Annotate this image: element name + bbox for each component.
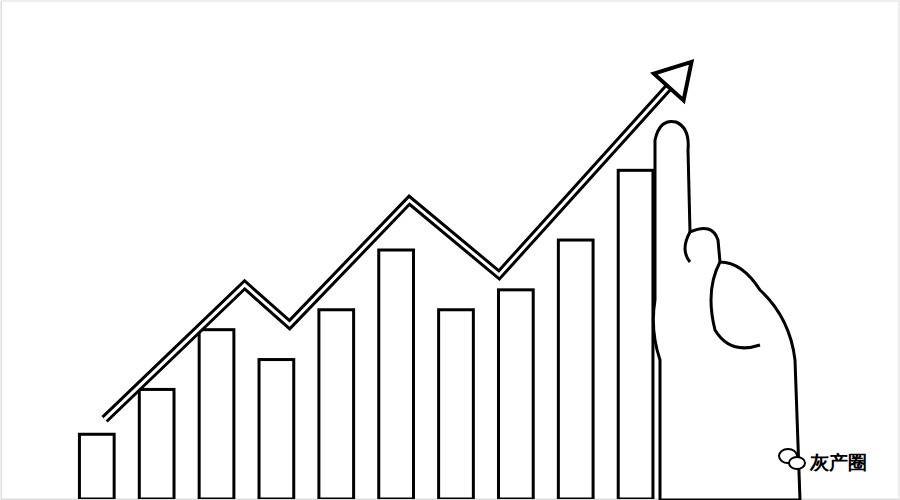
bar: [79, 434, 114, 499]
bar: [558, 240, 593, 499]
watermark: 灰产圈: [779, 449, 867, 473]
line: [105, 71, 684, 420]
bar-series: [79, 170, 653, 499]
y-axis: [1, 2, 2, 500]
bar: [498, 290, 533, 499]
bar: [379, 250, 414, 499]
bar: [139, 389, 174, 499]
trend-line: [105, 62, 692, 420]
bar: [199, 330, 234, 499]
bar: [618, 170, 653, 499]
marks: [79, 62, 691, 499]
chart: 灰产圈: [0, 0, 900, 500]
bar: [439, 310, 474, 499]
bar: [259, 360, 294, 499]
axis-line: [1, 2, 2, 500]
watermark-text: 灰产圈: [809, 451, 867, 473]
arrow-head: [654, 62, 692, 101]
hand-detail: [685, 232, 760, 348]
plot-area: [1, 1, 900, 500]
line-highlight: [105, 71, 684, 420]
plot-frame: [1, 1, 899, 499]
wechat-icon: [789, 457, 805, 469]
hand: [653, 121, 800, 500]
hand-illustration: [653, 121, 800, 500]
bar: [319, 310, 354, 499]
